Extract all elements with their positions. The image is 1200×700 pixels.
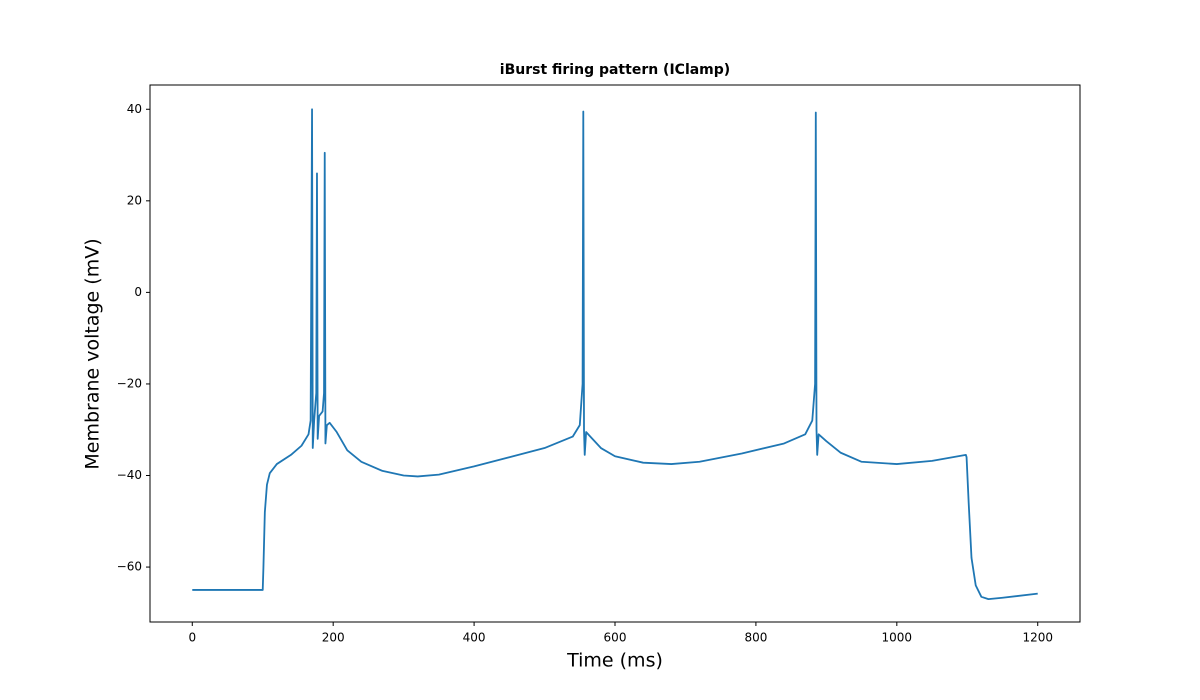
x-tick-label: 200: [322, 631, 345, 645]
y-tick-label: −20: [117, 376, 142, 390]
y-tick-label: 0: [134, 285, 142, 299]
plot-frame: [149, 84, 1081, 623]
x-tick-label: 600: [604, 631, 627, 645]
chart-title: iBurst firing pattern (IClamp): [500, 62, 730, 78]
x-tick-label: 1000: [882, 631, 913, 645]
x-tick-label: 1200: [1022, 631, 1053, 645]
x-tick-label: 0: [188, 631, 196, 645]
y-tick-label: −60: [117, 560, 142, 574]
voltage-line: [192, 108, 1038, 601]
y-tick-label: 20: [127, 193, 142, 207]
x-tick-label: 800: [744, 631, 767, 645]
x-tick-label: 400: [463, 631, 486, 645]
y-axis-label: Membrane voltage (mV): [82, 238, 104, 469]
x-axis-label: Time (ms): [566, 650, 663, 672]
y-tick-label: 40: [127, 102, 142, 116]
y-tick-label: −40: [117, 468, 142, 482]
